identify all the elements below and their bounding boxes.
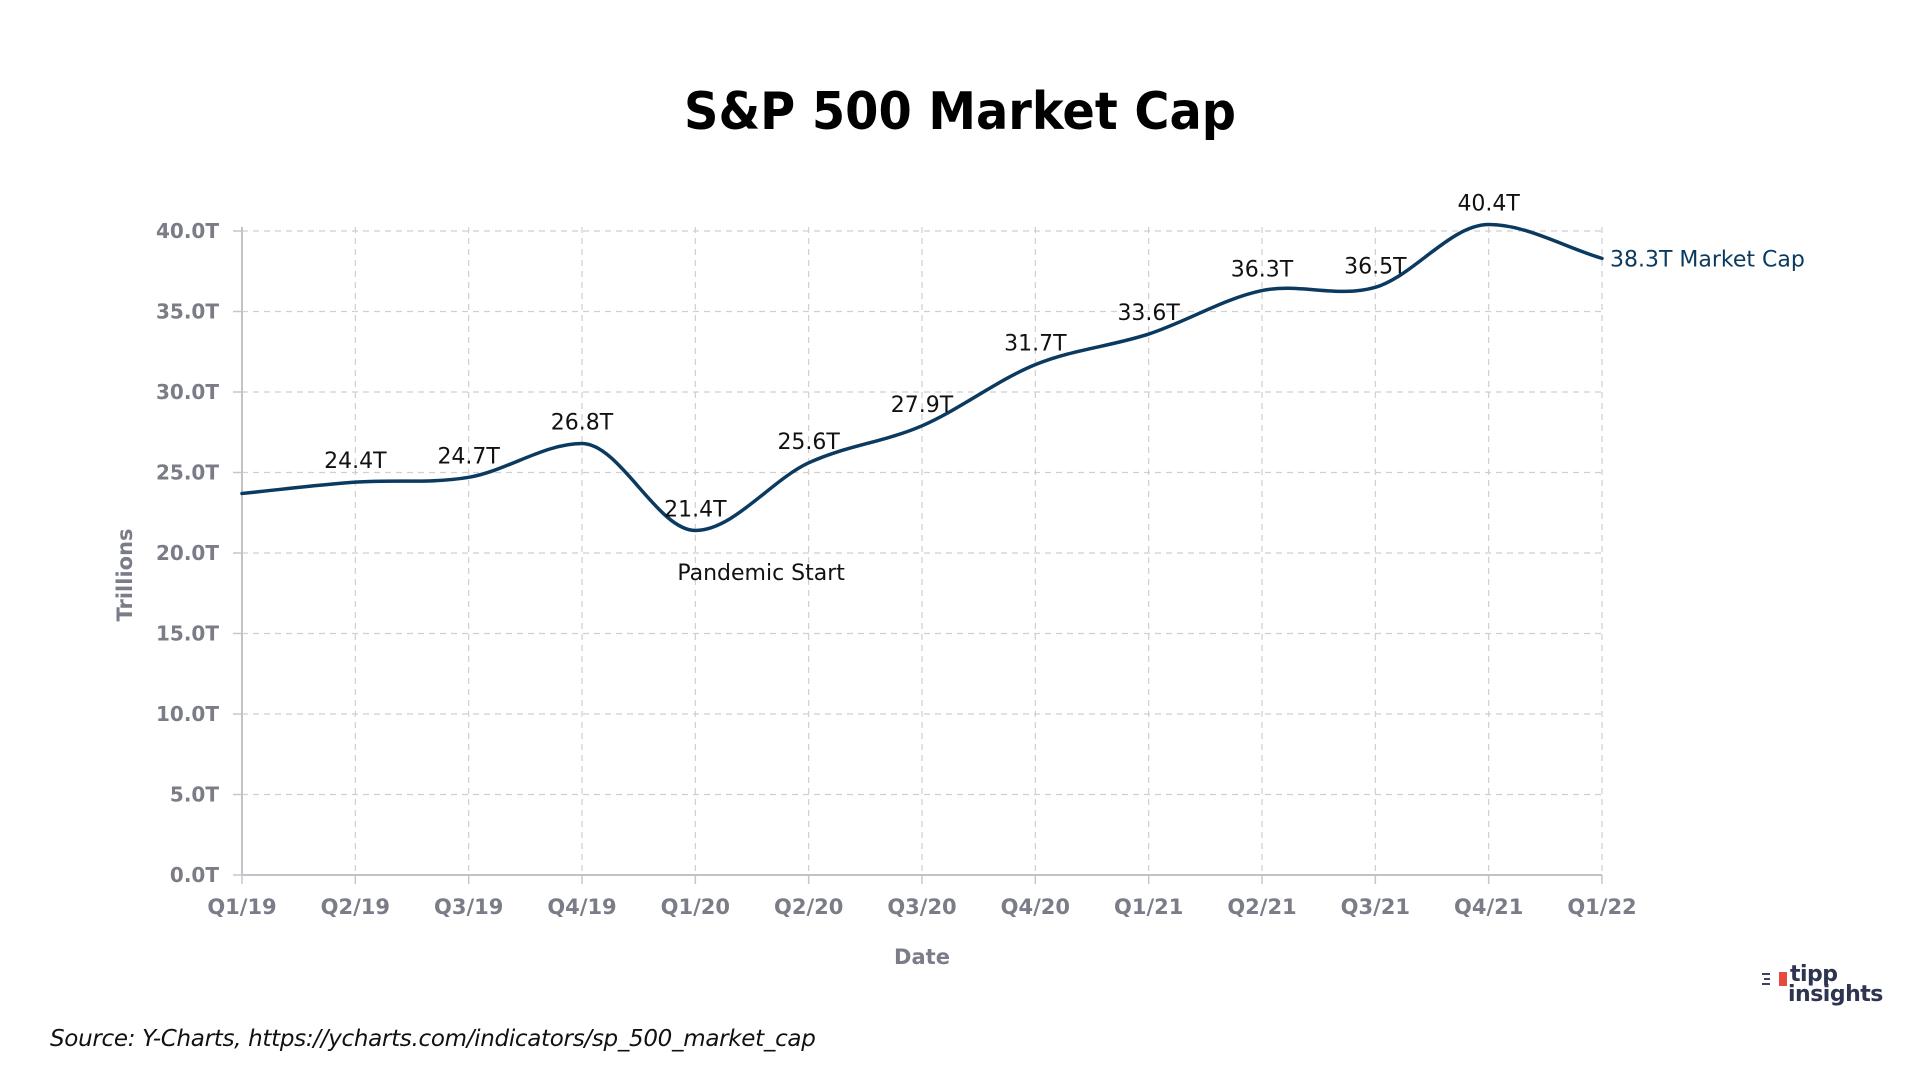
y-tick-labels: 0.0T 5.0T 10.0T 15.0T 20.0T 25.0T 30.0T 35.0T 40… [156,219,219,887]
axes [233,227,1603,884]
logo-dash-icon [1762,973,1770,975]
logo-dash-icon [1764,978,1770,980]
data-label: 27.9T [891,393,954,418]
y-tick-label: 5.0T [170,783,219,807]
x-tick-label: Q4/20 [1001,895,1070,919]
logo-text-insights: insights [1788,982,1883,1007]
y-tick-label: 35.0T [156,300,219,324]
data-label: 24.4T [324,449,387,474]
y-tick-label: 20.0T [156,541,219,565]
x-tick-labels: Q1/19 Q2/19 Q3/19 Q4/19 Q1/20 Q2/20 Q3/20 Q4/20… [207,895,1636,919]
x-tick-label: Q3/19 [434,895,503,919]
x-tick-label: Q1/19 [207,895,276,919]
logo-flag-icon [1779,972,1787,986]
chart-title: S&P 500 Market Cap [683,82,1237,142]
data-labels: 24.4T 24.7T 26.8T 21.4T 25.6T 27.9T 31.7T 33.6T… [324,192,1520,523]
y-tick-label: 25.0T [156,461,219,485]
data-label: 36.3T [1231,258,1294,283]
x-tick-label: Q1/21 [1114,895,1183,919]
end-label-market-cap: 38.3T Market Cap [1610,247,1805,272]
data-label: 24.7T [437,444,500,469]
y-tick-label: 15.0T [156,622,219,646]
x-tick-label: Q2/21 [1227,895,1296,919]
series-line-market-cap [240,222,1604,533]
data-label: 33.6T [1117,301,1180,326]
x-tick-label: Q4/19 [547,895,616,919]
x-axis-title: Date [894,945,950,969]
y-axis-title: Trillions [113,528,137,621]
logo-dash-icon [1762,983,1770,985]
data-label: 36.5T [1344,254,1407,279]
data-label: 31.7T [1004,332,1067,357]
x-tick-label: Q1/20 [661,895,730,919]
data-label: 40.4T [1457,192,1520,217]
data-label: 26.8T [551,411,614,436]
source-note: Source: Y-Charts, https://ycharts.com/in… [50,1026,816,1052]
annotation-pandemic-start: Pandemic Start [677,561,845,586]
x-tick-label: Q3/20 [887,895,956,919]
x-tick-label: Q4/21 [1454,895,1523,919]
data-label: 25.6T [777,430,840,455]
data-label: 21.4T [664,497,727,522]
x-tick-label: Q3/21 [1341,895,1410,919]
grid-lines [242,227,1603,875]
x-tick-label: Q2/19 [321,895,390,919]
y-tick-label: 10.0T [156,702,219,726]
x-tick-label: Q2/20 [774,895,843,919]
x-tick-label: Q1/22 [1567,895,1636,919]
tipp-insights-logo: tipp insights [1762,962,1892,1014]
logo-text-tipp: tipp [1790,962,1838,987]
y-tick-label: 40.0T [156,219,219,243]
y-tick-label: 0.0T [170,863,219,887]
y-tick-label: 30.0T [156,380,219,404]
